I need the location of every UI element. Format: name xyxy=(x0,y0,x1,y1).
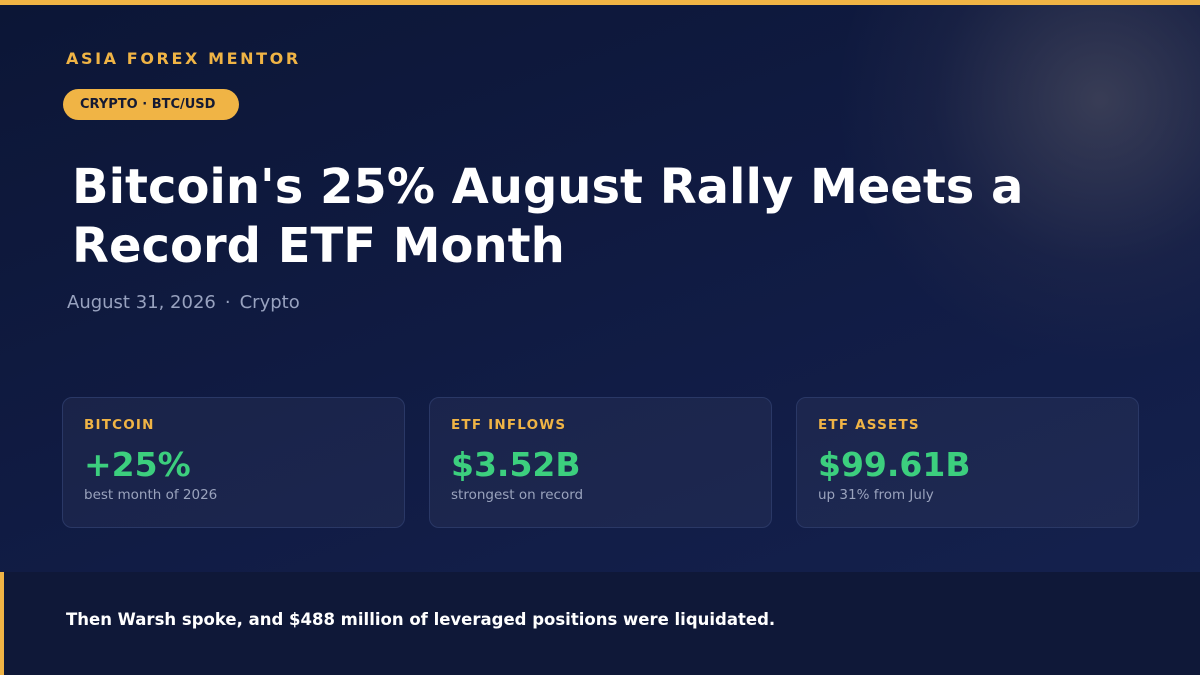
meta-category: Crypto xyxy=(239,292,300,313)
stat-value: $3.52B xyxy=(451,445,581,484)
stat-label: BITCOIN xyxy=(84,417,155,433)
footer-banner: Then Warsh spoke, and $488 million of le… xyxy=(0,572,1200,675)
brand-name: ASIA FOREX MENTOR xyxy=(66,49,301,68)
stat-value: $99.61B xyxy=(818,445,971,484)
article-meta: August 31, 2026 · Crypto xyxy=(67,292,300,313)
stat-card-etf-inflows: ETF INFLOWS $3.52B strongest on record xyxy=(429,397,772,528)
stat-card-etf-assets: ETF ASSETS $99.61B up 31% from July xyxy=(796,397,1139,528)
stat-label: ETF ASSETS xyxy=(818,417,920,433)
stat-label: ETF INFLOWS xyxy=(451,417,567,433)
stat-value: +25% xyxy=(84,445,191,484)
stat-card-bitcoin: BITCOIN +25% best month of 2026 xyxy=(62,397,405,528)
top-accent-bar xyxy=(0,0,1200,5)
footer-accent-bar xyxy=(0,572,4,675)
category-tag: CRYPTO · BTC/USD xyxy=(63,89,240,120)
headline: Bitcoin's 25% August Rally Meets a Recor… xyxy=(72,159,1024,274)
stat-caption: up 31% from July xyxy=(818,487,934,503)
stat-caption: best month of 2026 xyxy=(84,487,218,503)
publish-date: August 31, 2026 xyxy=(67,292,216,313)
footer-text: Then Warsh spoke, and $488 million of le… xyxy=(66,610,776,629)
meta-separator: · xyxy=(224,292,231,313)
stat-caption: strongest on record xyxy=(451,487,584,503)
